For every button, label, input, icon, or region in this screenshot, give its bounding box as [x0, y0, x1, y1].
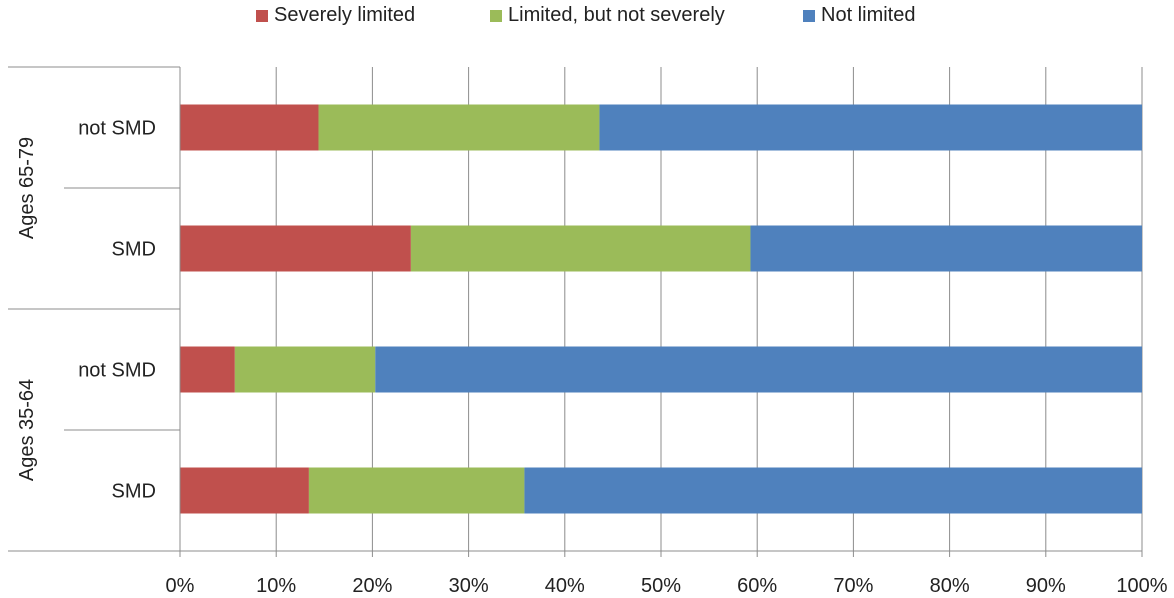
legend-swatch-limited-not-severely	[490, 9, 502, 22]
bar-segment-not-limited	[524, 467, 1142, 514]
legend-label-not-limited: Not limited	[821, 4, 916, 26]
bar-segment-severely-limited	[180, 225, 411, 272]
x-tick-label: 100%	[1116, 575, 1167, 597]
axes	[8, 66, 1143, 557]
bar-segment-not-limited	[375, 346, 1142, 393]
bar-segment-limited-but-not-severely	[410, 225, 751, 272]
category-label: not SMD	[78, 118, 156, 140]
bar-segment-severely-limited	[180, 467, 309, 514]
bar-segment-limited-but-not-severely	[308, 467, 525, 514]
chart-legend: Severely limited Limited, but not severe…	[0, 4, 1174, 32]
bar-segment-limited-but-not-severely	[318, 104, 600, 151]
category-label: SMD	[112, 481, 156, 503]
x-tick-label: 30%	[449, 575, 489, 597]
legend-item-limited-not-severely: Limited, but not severely	[490, 4, 725, 27]
x-tick-label: 0%	[166, 575, 195, 597]
group-label: Ages 65-79	[16, 137, 38, 239]
legend-item-severely-limited: Severely limited	[256, 4, 415, 27]
legend-item-not-limited: Not limited	[803, 4, 915, 27]
bar-segment-not-limited	[750, 225, 1142, 272]
x-tick-label: 40%	[545, 575, 585, 597]
x-tick-label: 20%	[352, 575, 392, 597]
x-tick-label: 50%	[641, 575, 681, 597]
bar-segments	[180, 104, 1142, 514]
x-tick-label: 10%	[256, 575, 296, 597]
category-label: not SMD	[78, 360, 156, 382]
x-tick-label: 60%	[737, 575, 777, 597]
axis-labels: 0% 10% 20% 30% 40% 50% 60% 70% 80% 90% 100% SMD not …	[16, 118, 1168, 598]
x-tick-label: 80%	[930, 575, 970, 597]
bar-segment-limited-but-not-severely	[234, 346, 376, 393]
category-label: SMD	[112, 239, 156, 261]
legend-swatch-severely-limited	[256, 9, 268, 22]
legend-label-limited-not-severely: Limited, but not severely	[508, 4, 725, 26]
legend-label-severely-limited: Severely limited	[274, 4, 416, 26]
x-tick-label: 70%	[833, 575, 873, 597]
group-label: Ages 35-64	[16, 379, 38, 481]
legend-swatch-not-limited	[803, 9, 815, 22]
bar-segment-severely-limited	[180, 346, 235, 393]
bar-segment-severely-limited	[180, 104, 319, 151]
bar-segment-not-limited	[599, 104, 1142, 151]
x-tick-label: 90%	[1026, 575, 1066, 597]
